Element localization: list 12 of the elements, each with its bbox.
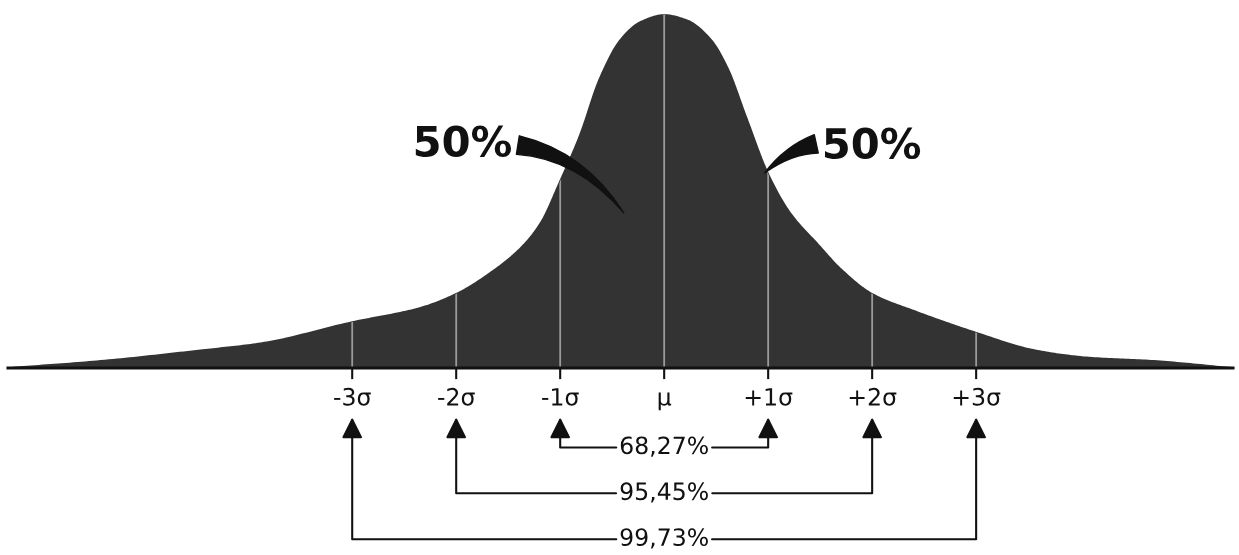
annotation: 50% (824, 127, 921, 160)
x-tick-label: -2σ (438, 387, 475, 406)
x-tick-label: -1σ (542, 388, 579, 406)
text: 68,27% (620, 436, 708, 457)
annotation: 50% (415, 125, 512, 157)
x-tick-label: +2σ (849, 387, 897, 406)
text: 99,73% (620, 528, 708, 549)
x-tick-label: -3σ (334, 387, 371, 406)
x-tick-label: +1σ (745, 388, 793, 406)
x-tick-label: +3σ (953, 387, 1001, 406)
x-tick-label: μ (658, 392, 672, 411)
text: 95,45% (620, 482, 708, 503)
